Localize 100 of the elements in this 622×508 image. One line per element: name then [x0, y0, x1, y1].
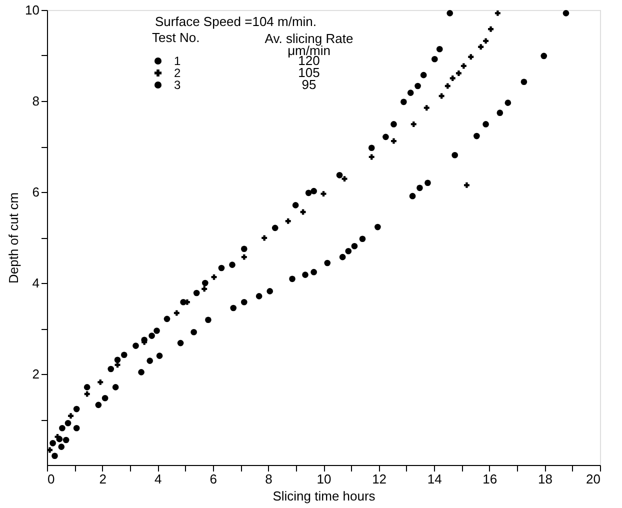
point	[98, 379, 104, 385]
y-tick-label: 10	[25, 2, 40, 18]
point	[148, 332, 155, 339]
point	[241, 254, 247, 260]
point	[102, 394, 108, 402]
point	[300, 209, 306, 215]
point	[190, 328, 197, 336]
point	[193, 290, 200, 296]
point	[414, 82, 421, 90]
point	[266, 288, 274, 294]
point	[114, 356, 121, 364]
point	[218, 264, 225, 272]
point	[359, 236, 366, 242]
y-axis-title: Depth of cut cm	[6, 192, 22, 284]
annotation: 105	[298, 65, 320, 80]
point	[132, 342, 139, 349]
point	[452, 152, 458, 158]
point	[240, 298, 248, 306]
point	[368, 144, 375, 152]
point	[339, 254, 346, 260]
y-tick-label: 8	[32, 94, 40, 108]
point	[272, 224, 278, 232]
point	[456, 70, 462, 76]
point	[156, 352, 163, 359]
annotation: 95	[302, 77, 316, 92]
point	[164, 316, 170, 322]
point	[305, 190, 312, 196]
point	[120, 352, 128, 358]
point	[416, 184, 423, 192]
legend-label: 2	[174, 66, 181, 80]
point	[382, 134, 389, 140]
point	[289, 276, 296, 282]
y-tick-label: 6	[32, 184, 40, 200]
point	[62, 436, 70, 444]
point	[390, 121, 397, 128]
point	[73, 424, 80, 432]
point	[460, 63, 466, 69]
x-tick-label: 4	[154, 472, 162, 486]
point	[400, 98, 407, 106]
point	[50, 440, 56, 446]
point	[351, 242, 358, 250]
point	[468, 54, 474, 60]
point	[84, 384, 90, 390]
point	[95, 402, 102, 408]
point	[154, 328, 160, 334]
point	[342, 176, 348, 182]
point	[494, 10, 500, 16]
x-tick-label: 8	[265, 472, 272, 486]
point	[73, 406, 80, 412]
point	[292, 202, 299, 208]
point	[52, 452, 58, 460]
x-axis-title: Slicing time hours	[272, 488, 376, 504]
point	[174, 310, 180, 316]
point	[58, 444, 65, 450]
point	[108, 366, 114, 372]
point	[230, 304, 237, 312]
point	[483, 38, 489, 44]
point	[540, 52, 548, 60]
point	[420, 72, 427, 78]
point	[202, 286, 208, 292]
point	[390, 138, 396, 144]
x-tick-label: 16	[482, 472, 498, 486]
legend-label: 1	[174, 54, 181, 68]
point	[407, 90, 414, 96]
point	[482, 121, 489, 128]
x-tick-label: 2	[99, 472, 106, 486]
point	[302, 272, 308, 278]
point	[444, 83, 450, 89]
point	[504, 100, 512, 106]
point	[310, 188, 317, 194]
point	[146, 358, 154, 364]
point	[256, 293, 262, 300]
point	[202, 280, 208, 286]
legend-title: Test No.	[152, 30, 200, 45]
point	[59, 424, 66, 432]
point	[488, 26, 494, 32]
point	[64, 420, 72, 426]
point	[324, 260, 331, 266]
point	[474, 132, 480, 140]
point	[285, 218, 291, 224]
point	[431, 56, 438, 62]
point	[562, 10, 570, 16]
point	[410, 121, 416, 127]
point	[240, 246, 248, 252]
point	[229, 262, 236, 268]
annotation: Av. slicing Rate	[264, 31, 354, 46]
point	[409, 192, 416, 200]
point	[336, 172, 343, 178]
x-tick-label: 10	[316, 472, 332, 486]
point	[205, 316, 212, 324]
x-tick-label: 12	[372, 472, 387, 486]
x-tick-label: 0	[48, 472, 55, 486]
x-tick-label: 6	[210, 472, 218, 486]
point	[520, 78, 528, 86]
point	[138, 369, 144, 376]
point	[496, 110, 504, 116]
x-tick-label: 20	[586, 472, 600, 486]
point	[478, 44, 484, 50]
point	[446, 10, 454, 16]
point	[424, 105, 430, 111]
